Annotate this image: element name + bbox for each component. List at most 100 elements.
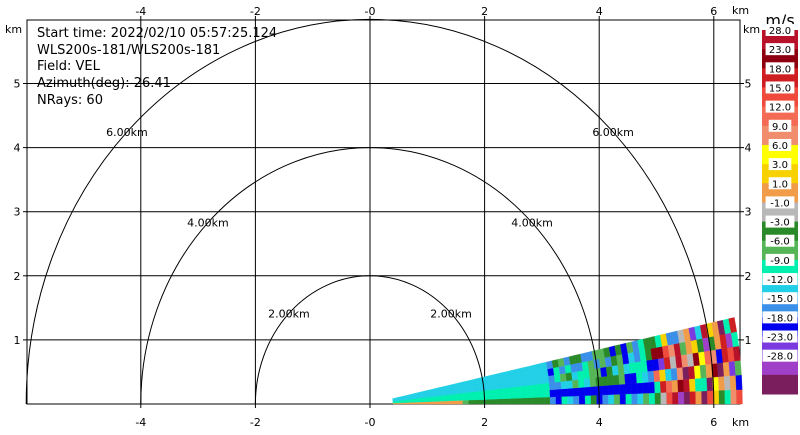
range-gate	[693, 365, 702, 379]
range-gate	[619, 393, 627, 405]
range-gate	[502, 382, 509, 389]
colorbar-label-bg	[765, 81, 795, 94]
range-gate	[506, 370, 514, 378]
range-gate	[636, 382, 644, 394]
range-gate	[728, 317, 737, 333]
range-gate	[660, 380, 667, 393]
colorbar-tick-label: -15.0	[767, 294, 793, 305]
range-gate	[572, 387, 580, 397]
range-gate	[535, 369, 543, 378]
colorbar-label-bg	[768, 119, 792, 132]
range-gate	[500, 371, 508, 379]
range-gate	[513, 380, 521, 388]
range-ring-label-left: 4.00km	[187, 217, 229, 230]
range-gate	[472, 378, 479, 384]
range-gate	[543, 382, 550, 391]
colorbar-tick-label: -23.0	[767, 333, 793, 344]
range-gate	[672, 391, 679, 405]
axis-ticks: -4 -4 -2 -2 -0 -0 2 2 4 4 6 6 1 1 2 2 3 3 4 4 5 5 km km km km	[5, 4, 760, 429]
range-gate	[497, 393, 504, 400]
range-gate	[491, 393, 498, 400]
colorbar-tick-label: 15.0	[769, 83, 791, 94]
range-gate	[688, 365, 696, 380]
range-gate	[520, 391, 527, 399]
range-gate	[689, 391, 696, 405]
range-gate	[607, 384, 615, 395]
range-gate	[676, 367, 684, 381]
colorbar-segment	[762, 374, 798, 395]
y-tick-label-left: 3	[14, 206, 21, 219]
colorbar-tick-label: -1.0	[770, 198, 790, 209]
range-gate	[509, 398, 516, 405]
range-gate	[590, 386, 597, 396]
colorbar-label-bg	[762, 349, 798, 362]
range-gate	[445, 397, 452, 402]
range-gate	[450, 400, 458, 405]
range-gate	[524, 372, 532, 380]
range-gate	[694, 377, 702, 392]
range-gate	[555, 388, 562, 397]
colorbar-tick-label: -12.0	[767, 275, 793, 286]
colorbar-tick-label: 3.0	[772, 160, 788, 171]
range-gate	[462, 399, 469, 405]
range-gate	[589, 377, 597, 387]
range-gate	[695, 390, 702, 405]
range-gate	[631, 393, 638, 405]
x-tick-label-top: -0	[365, 5, 376, 18]
range-gate	[479, 390, 486, 396]
range-gate	[718, 389, 726, 405]
x-tick-label-top: 4	[596, 5, 603, 18]
range-ring-label-left: 2.00km	[268, 307, 310, 320]
range-gate	[735, 374, 743, 390]
nrays-label: NRays: 60	[37, 93, 103, 108]
range-gate	[567, 387, 574, 397]
colorbar-label-bg	[768, 158, 792, 171]
range-gate	[572, 379, 579, 389]
range-gate	[648, 392, 656, 405]
range-gate	[588, 368, 596, 379]
range-gate	[530, 371, 538, 379]
range-gate	[654, 381, 661, 394]
range-gate	[578, 378, 585, 388]
colorbar-label-bg	[765, 196, 795, 209]
range-gate	[542, 375, 550, 384]
range-ring-label-right: 2.00km	[430, 307, 472, 320]
y-tick-label-right: 1	[745, 334, 752, 347]
range-gate	[630, 382, 638, 394]
grid	[26, 19, 741, 405]
range-gate	[549, 389, 557, 398]
range-gate	[653, 369, 661, 382]
range-gate	[474, 395, 481, 401]
colorbar-tick-label: -3.0	[770, 218, 790, 229]
range-gate	[532, 390, 539, 398]
range-gate	[514, 392, 522, 399]
range-gate	[584, 395, 592, 405]
colorbar-tick-label: 28.0	[769, 26, 791, 37]
range-gate	[565, 372, 573, 382]
range-gate	[665, 380, 673, 393]
range-gate	[590, 394, 597, 405]
range-gate	[579, 395, 586, 405]
x-unit-label-top: km	[732, 4, 749, 17]
range-gate	[613, 394, 621, 405]
range-ring-label-right: 6.00km	[592, 126, 634, 139]
range-gate	[602, 394, 609, 405]
range-gate	[701, 390, 708, 405]
range-gate	[554, 373, 561, 383]
range-gate	[730, 389, 737, 405]
velocity-sweep	[392, 317, 743, 405]
range-gate	[683, 391, 691, 405]
range-gate	[485, 389, 492, 396]
range-gate	[583, 378, 591, 388]
range-gate	[625, 393, 632, 405]
range-gate	[559, 373, 567, 382]
colorbar-tick-label: -9.0	[770, 256, 790, 267]
range-gate	[456, 396, 463, 401]
x-tick-label-top: -4	[135, 5, 146, 18]
range-gate	[526, 391, 533, 399]
range-gate	[611, 364, 619, 376]
range-gate	[601, 375, 609, 386]
range-gate	[503, 392, 510, 399]
colorbar-label-bg	[765, 100, 795, 113]
range-gate	[683, 378, 690, 392]
